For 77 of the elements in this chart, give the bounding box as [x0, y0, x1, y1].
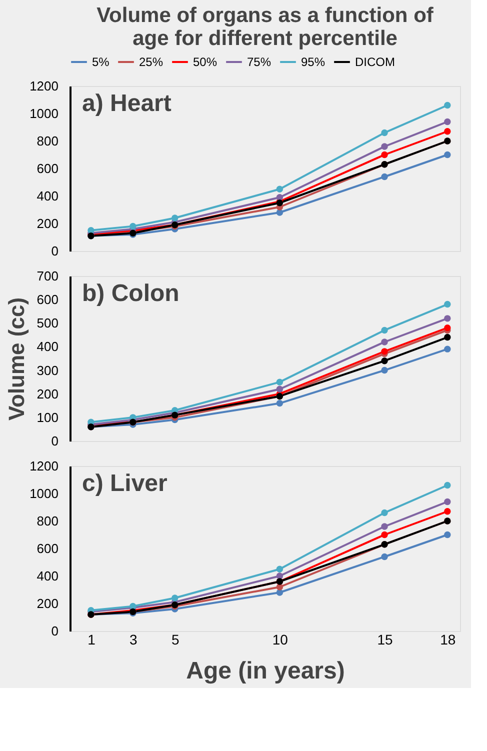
- legend-label: 50%: [193, 55, 218, 69]
- point: [444, 334, 451, 341]
- y-tick-label: 400: [36, 568, 58, 584]
- point: [444, 531, 451, 538]
- point: [276, 378, 284, 386]
- point: [381, 151, 388, 158]
- point: [276, 566, 284, 572]
- annotation: c) Liver: [82, 470, 168, 497]
- chart-title: Volume of organs as a function of age for different percentile: [96, 4, 434, 50]
- point: [444, 102, 451, 109]
- point: [444, 128, 451, 135]
- y-tick-label: 200: [36, 386, 58, 402]
- y-tick-label: 600: [36, 541, 58, 556]
- point: [171, 594, 178, 602]
- y-tick-label: 200: [36, 596, 58, 611]
- legend-label: 75%: [247, 55, 272, 69]
- y-tick-label: 1000: [30, 106, 58, 121]
- y-tick-label: 1200: [30, 458, 58, 474]
- point: [381, 326, 388, 334]
- point: [276, 386, 284, 392]
- y-tick-label: 600: [36, 292, 58, 308]
- x-tick-label: 10: [272, 632, 288, 648]
- point: [276, 209, 284, 216]
- x-tick-label: 15: [377, 632, 394, 648]
- annotation: b) Colon: [82, 280, 180, 307]
- point: [444, 300, 451, 308]
- legend-label: 5%: [92, 55, 110, 69]
- legend-label: 25%: [139, 55, 164, 69]
- y-tick-label: 600: [36, 161, 58, 176]
- point: [130, 222, 136, 230]
- y-tick-label: 800: [36, 134, 58, 148]
- y-tick-label: 300: [36, 362, 58, 378]
- y-tick-label: 0: [51, 244, 58, 258]
- y-tick-label: 400: [36, 188, 58, 204]
- point: [444, 118, 451, 126]
- point: [381, 338, 388, 346]
- y-tick-label: 800: [36, 514, 58, 528]
- point: [381, 173, 388, 180]
- y-tick-label: 1000: [30, 486, 58, 501]
- point: [444, 315, 451, 322]
- y-tick-label: 1200: [30, 78, 58, 94]
- point: [381, 531, 388, 538]
- y-axis-title: Volume (cc): [4, 297, 29, 421]
- point: [381, 553, 388, 560]
- y-tick-label: 500: [36, 316, 58, 331]
- point: [444, 151, 451, 158]
- legend-label: DICOM: [355, 55, 395, 69]
- point: [444, 346, 451, 352]
- point: [381, 523, 388, 530]
- y-tick-label: 200: [36, 216, 58, 231]
- point: [276, 186, 284, 192]
- point: [276, 584, 284, 590]
- point: [381, 358, 388, 364]
- x-tick-label: 1: [88, 632, 96, 648]
- point: [276, 589, 284, 596]
- legend-label: 95%: [301, 55, 326, 69]
- y-tick-label: 400: [36, 339, 58, 354]
- point: [381, 366, 388, 374]
- y-tick-label: 700: [36, 268, 58, 284]
- point: [381, 509, 388, 516]
- x-tick-label: 5: [171, 632, 180, 648]
- point: [444, 482, 451, 489]
- point: [171, 214, 178, 222]
- point: [444, 508, 451, 515]
- y-tick-label: 0: [51, 434, 58, 448]
- x-tick-label: 18: [440, 632, 456, 648]
- point: [381, 143, 388, 150]
- point: [381, 348, 388, 355]
- point: [444, 498, 451, 506]
- point: [276, 400, 284, 407]
- point: [381, 129, 388, 136]
- y-tick-label: 0: [51, 624, 58, 638]
- x-axis-title: Age (in years): [186, 658, 345, 684]
- annotation: a) Heart: [82, 90, 172, 117]
- x-tick-label: 3: [130, 632, 138, 648]
- point: [444, 324, 451, 332]
- y-tick-label: 100: [36, 410, 58, 425]
